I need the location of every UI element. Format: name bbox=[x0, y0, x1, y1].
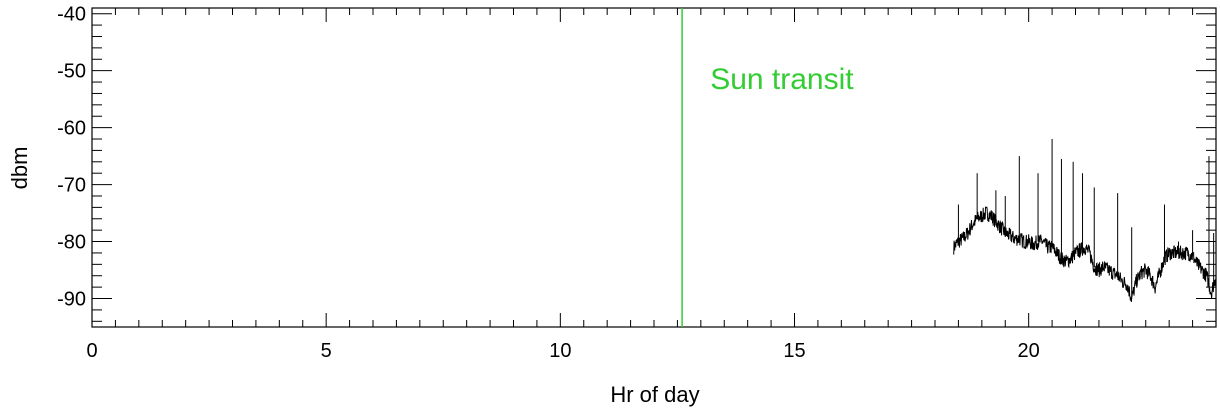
plot-frame bbox=[91, 7, 1217, 328]
sun-transit-label: Sun transit bbox=[710, 63, 854, 96]
x-tick-label: 20 bbox=[1018, 340, 1040, 362]
y-tick-label: -50 bbox=[57, 61, 86, 83]
y-axis-label: dbm bbox=[7, 147, 32, 190]
y-tick-label: -80 bbox=[57, 232, 86, 254]
y-tick-label: -40 bbox=[57, 4, 86, 26]
x-tick-label: 10 bbox=[549, 340, 571, 362]
y-tick-label: -70 bbox=[57, 175, 86, 197]
dbm-series-line bbox=[953, 206, 1217, 302]
y-tick-label: -60 bbox=[57, 118, 86, 140]
x-tick-label: 0 bbox=[86, 340, 97, 362]
x-tick-label: 5 bbox=[321, 340, 332, 362]
x-tick-label: 15 bbox=[783, 340, 805, 362]
y-tick-label: -90 bbox=[57, 289, 86, 311]
x-axis-label: Hr of day bbox=[610, 382, 699, 407]
